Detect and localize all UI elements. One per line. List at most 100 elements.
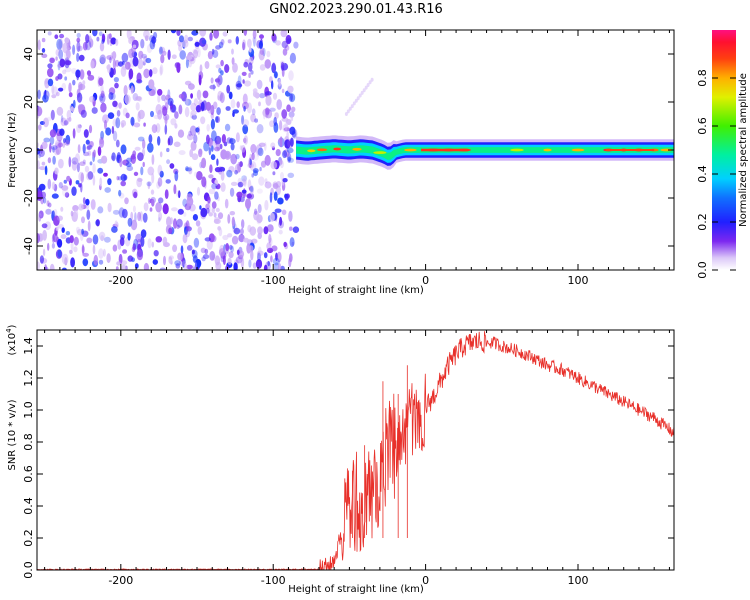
noise-cell xyxy=(232,62,238,73)
noise-cell xyxy=(41,141,48,150)
noise-cell xyxy=(120,66,127,77)
noise-cell xyxy=(92,30,98,37)
noise-cell xyxy=(178,44,183,52)
noise-cell xyxy=(258,142,266,147)
noise-cell xyxy=(140,38,145,49)
noise-cell xyxy=(107,63,111,74)
noise-cell xyxy=(228,251,234,259)
noise-cell xyxy=(111,152,116,162)
noise-cell xyxy=(134,263,139,269)
noise-cell xyxy=(368,80,372,85)
noise-cell xyxy=(64,37,70,44)
noise-cell xyxy=(197,126,201,135)
noise-cell xyxy=(350,104,354,109)
noise-cell xyxy=(72,128,76,139)
noise-cell xyxy=(77,144,81,154)
noise-cell xyxy=(282,150,288,159)
bottom-y-axis-label: SNR (10 * v/v) xyxy=(7,399,18,470)
noise-cell xyxy=(242,79,245,84)
colorbar-ticks: 0.0 0.2 0.4 0.6 0.8 xyxy=(696,69,736,279)
noise-cell xyxy=(210,77,214,84)
noise-cell xyxy=(210,154,216,161)
bottom-x-axis-label: Height of straight line (km) xyxy=(288,584,424,595)
noise-cell xyxy=(219,143,223,150)
y-multiplier-base: (x10 xyxy=(7,333,18,356)
noise-cell xyxy=(272,183,279,189)
noise-cell xyxy=(63,138,66,143)
noise-cell xyxy=(260,160,267,168)
noise-cell xyxy=(51,193,59,199)
noise-cell xyxy=(269,192,273,203)
noise-cell xyxy=(61,253,69,265)
noise-cell xyxy=(269,120,275,128)
noise-cell xyxy=(259,34,264,39)
noise-cell xyxy=(287,172,295,178)
noise-cell xyxy=(214,255,221,266)
noise-cell xyxy=(143,68,150,79)
noise-cell xyxy=(265,95,272,106)
noise-cell xyxy=(280,172,284,180)
noise-cell xyxy=(264,91,272,96)
noise-cell xyxy=(137,152,144,162)
noise-cell xyxy=(259,166,262,172)
noise-cell xyxy=(104,236,111,243)
noise-cell xyxy=(185,167,192,172)
noise-cell xyxy=(124,94,131,105)
noise-cell xyxy=(85,39,92,51)
noise-cell xyxy=(86,144,93,150)
noise-cell xyxy=(259,64,266,71)
noise-cell xyxy=(153,250,159,257)
noise-cell xyxy=(235,132,240,143)
noise-cell xyxy=(111,226,118,233)
noise-cell xyxy=(158,212,163,221)
noise-cell xyxy=(214,78,221,83)
top-y-axis-label: Frequency (Hz) xyxy=(7,112,18,188)
noise-cell xyxy=(269,212,275,222)
noise-cell xyxy=(51,234,55,244)
noise-cell xyxy=(89,95,95,103)
noise-cell xyxy=(93,149,96,158)
noise-cell xyxy=(149,207,153,212)
noise-cell xyxy=(207,199,211,208)
noise-cell xyxy=(173,218,177,229)
noise-cell xyxy=(93,254,99,266)
noise-cell xyxy=(193,49,198,59)
noise-cell xyxy=(44,165,48,176)
noise-cell xyxy=(193,98,199,106)
noise-cell xyxy=(157,109,163,120)
noise-cell xyxy=(151,241,154,248)
noise-cell xyxy=(201,39,207,44)
noise-cell xyxy=(225,243,230,252)
noise-cell xyxy=(250,70,254,75)
noise-cell xyxy=(102,114,109,124)
noise-cell xyxy=(46,200,50,207)
noise-cell xyxy=(282,124,289,133)
noise-cell xyxy=(78,183,82,188)
noise-cell xyxy=(140,229,147,238)
noise-cell xyxy=(269,107,276,112)
noise-cell xyxy=(188,130,192,137)
noise-cell xyxy=(97,206,104,214)
noise-cell xyxy=(252,88,258,93)
noise-cell xyxy=(360,90,364,95)
noise-cell xyxy=(76,52,80,63)
noise-cell xyxy=(87,74,95,81)
noise-cell xyxy=(247,162,254,169)
noise-cell xyxy=(204,248,209,255)
noise-cell xyxy=(130,116,135,126)
noise-cell xyxy=(167,97,174,106)
noise-cell xyxy=(40,144,43,154)
noise-cell xyxy=(72,44,76,55)
noise-cell xyxy=(112,100,118,108)
noise-cell xyxy=(92,175,96,186)
noise-cell xyxy=(252,168,259,174)
noise-cell xyxy=(82,159,86,164)
noise-cell xyxy=(50,109,55,121)
spectrogram-heatmap xyxy=(37,30,674,270)
noise-cell xyxy=(128,37,133,44)
noise-cell xyxy=(41,223,48,229)
noise-cell xyxy=(115,117,121,129)
noise-cell xyxy=(84,165,90,173)
noise-cell xyxy=(263,252,268,259)
noise-cell xyxy=(149,39,156,50)
